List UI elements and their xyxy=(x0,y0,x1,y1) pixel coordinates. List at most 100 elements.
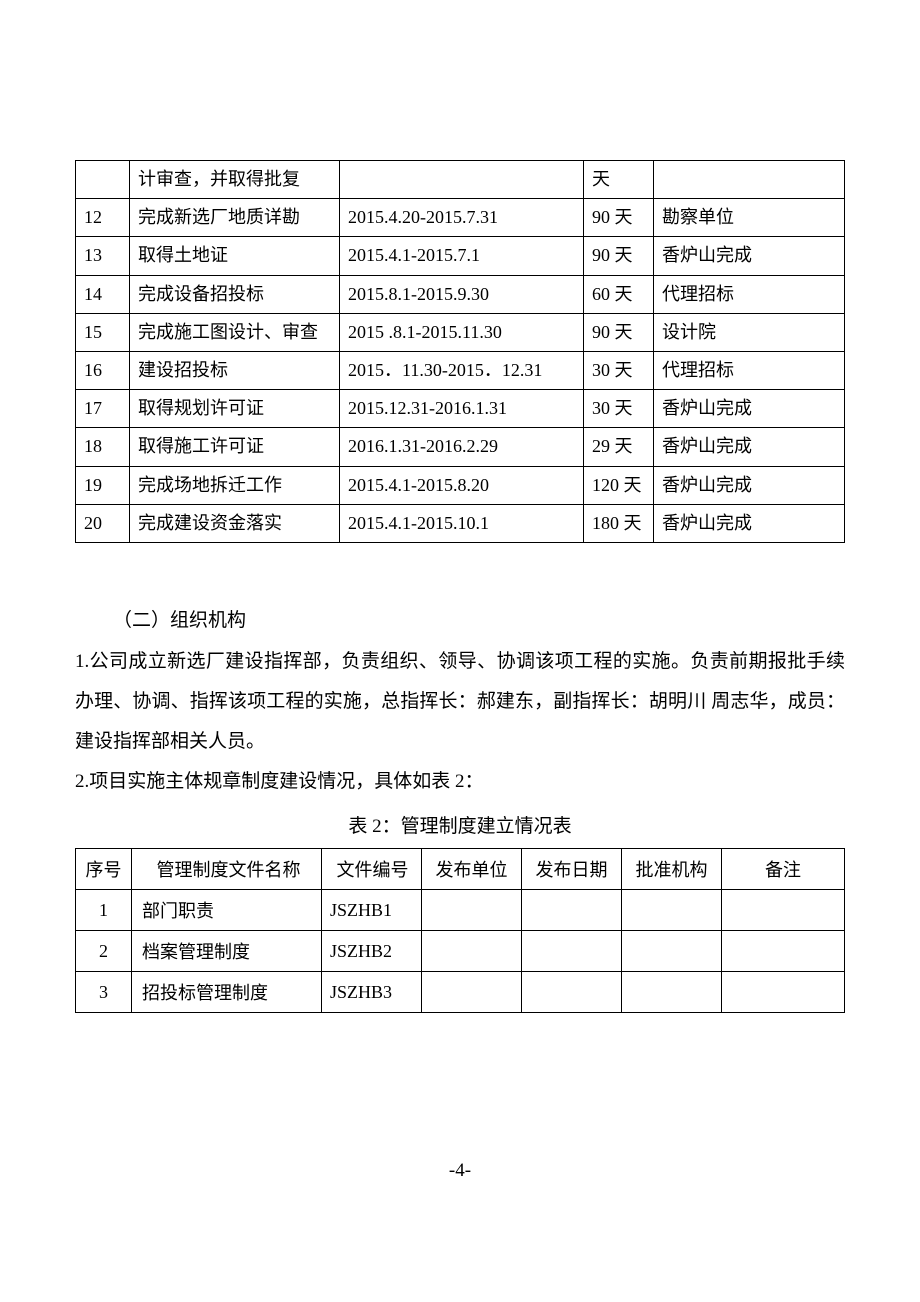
row-note xyxy=(722,890,845,931)
row-dates: 2015．11.30-2015．12.31 xyxy=(340,351,584,389)
table-header-row: 序号 管理制度文件名称 文件编号 发布单位 发布日期 批准机构 备注 xyxy=(76,849,845,890)
row-days: 120 天 xyxy=(584,466,654,504)
header-approver: 批准机构 xyxy=(622,849,722,890)
row-dates: 2015 .8.1-2015.11.30 xyxy=(340,313,584,351)
row-task: 完成新选厂地质详勘 xyxy=(130,199,340,237)
row-code: JSZHB2 xyxy=(322,931,422,972)
row-number: 19 xyxy=(76,466,130,504)
table-row: 1 部门职责 JSZHB1 xyxy=(76,890,845,931)
header-date: 发布日期 xyxy=(522,849,622,890)
row-owner: 代理招标 xyxy=(654,351,845,389)
row-dates: 2015.4.20-2015.7.31 xyxy=(340,199,584,237)
row-days: 90 天 xyxy=(584,237,654,275)
row-date xyxy=(522,890,622,931)
row-task: 建设招投标 xyxy=(130,351,340,389)
row-days: 天 xyxy=(584,161,654,199)
row-code: JSZHB3 xyxy=(322,972,422,1013)
row-unit xyxy=(422,931,522,972)
row-days: 90 天 xyxy=(584,199,654,237)
row-date xyxy=(522,972,622,1013)
table-row: 2 档案管理制度 JSZHB2 xyxy=(76,931,845,972)
header-num: 序号 xyxy=(76,849,132,890)
row-task: 完成场地拆迁工作 xyxy=(130,466,340,504)
row-owner xyxy=(654,161,845,199)
row-approver xyxy=(622,972,722,1013)
table-row: 计审查，并取得批复 天 xyxy=(76,161,845,199)
row-days: 29 天 xyxy=(584,428,654,466)
row-name: 档案管理制度 xyxy=(132,931,322,972)
row-number: 17 xyxy=(76,390,130,428)
table-row: 18 取得施工许可证 2016.1.31-2016.2.29 29 天 香炉山完… xyxy=(76,428,845,466)
row-days: 30 天 xyxy=(584,390,654,428)
row-number xyxy=(76,161,130,199)
section-heading: （二）组织机构 xyxy=(75,605,845,632)
row-owner: 香炉山完成 xyxy=(654,390,845,428)
row-task: 取得规划许可证 xyxy=(130,390,340,428)
row-note xyxy=(722,972,845,1013)
row-dates xyxy=(340,161,584,199)
row-owner: 设计院 xyxy=(654,313,845,351)
row-unit xyxy=(422,890,522,931)
paragraph-2: 2.项目实施主体规章制度建设情况，具体如表 2： xyxy=(75,762,845,802)
schedule-table: 计审查，并取得批复 天 12 完成新选厂地质详勘 2015.4.20-2015.… xyxy=(75,160,845,543)
row-name: 部门职责 xyxy=(132,890,322,931)
document-page: 计审查，并取得批复 天 12 完成新选厂地质详勘 2015.4.20-2015.… xyxy=(0,0,920,1013)
table-row: 15 完成施工图设计、审查 2015 .8.1-2015.11.30 90 天 … xyxy=(76,313,845,351)
row-name: 招投标管理制度 xyxy=(132,972,322,1013)
row-number: 16 xyxy=(76,351,130,389)
row-number: 20 xyxy=(76,504,130,542)
row-number: 18 xyxy=(76,428,130,466)
management-system-table: 序号 管理制度文件名称 文件编号 发布单位 发布日期 批准机构 备注 1 部门职… xyxy=(75,848,845,1013)
row-owner: 代理招标 xyxy=(654,275,845,313)
table-row: 17 取得规划许可证 2015.12.31-2016.1.31 30 天 香炉山… xyxy=(76,390,845,428)
header-note: 备注 xyxy=(722,849,845,890)
table-row: 3 招投标管理制度 JSZHB3 xyxy=(76,972,845,1013)
row-code: JSZHB1 xyxy=(322,890,422,931)
row-num: 3 xyxy=(76,972,132,1013)
row-date xyxy=(522,931,622,972)
row-dates: 2015.12.31-2016.1.31 xyxy=(340,390,584,428)
row-dates: 2016.1.31-2016.2.29 xyxy=(340,428,584,466)
header-unit: 发布单位 xyxy=(422,849,522,890)
row-owner: 香炉山完成 xyxy=(654,428,845,466)
row-owner: 勘察单位 xyxy=(654,199,845,237)
row-owner: 香炉山完成 xyxy=(654,466,845,504)
row-days: 180 天 xyxy=(584,504,654,542)
table-row: 16 建设招投标 2015．11.30-2015．12.31 30 天 代理招标 xyxy=(76,351,845,389)
header-name: 管理制度文件名称 xyxy=(132,849,322,890)
row-days: 60 天 xyxy=(584,275,654,313)
row-dates: 2015.4.1-2015.10.1 xyxy=(340,504,584,542)
row-dates: 2015.4.1-2015.8.20 xyxy=(340,466,584,504)
row-task: 取得土地证 xyxy=(130,237,340,275)
row-number: 15 xyxy=(76,313,130,351)
table-row: 14 完成设备招投标 2015.8.1-2015.9.30 60 天 代理招标 xyxy=(76,275,845,313)
table-row: 13 取得土地证 2015.4.1-2015.7.1 90 天 香炉山完成 xyxy=(76,237,845,275)
table2-caption: 表 2：管理制度建立情况表 xyxy=(75,811,845,838)
row-days: 30 天 xyxy=(584,351,654,389)
row-task: 取得施工许可证 xyxy=(130,428,340,466)
row-unit xyxy=(422,972,522,1013)
row-approver xyxy=(622,931,722,972)
row-owner: 香炉山完成 xyxy=(654,504,845,542)
row-approver xyxy=(622,890,722,931)
row-days: 90 天 xyxy=(584,313,654,351)
row-dates: 2015.8.1-2015.9.30 xyxy=(340,275,584,313)
header-code: 文件编号 xyxy=(322,849,422,890)
row-number: 13 xyxy=(76,237,130,275)
table-row: 12 完成新选厂地质详勘 2015.4.20-2015.7.31 90 天 勘察… xyxy=(76,199,845,237)
paragraph-1: 1.公司成立新选厂建设指挥部，负责组织、领导、协调该项工程的实施。负责前期报批手… xyxy=(75,642,845,762)
row-number: 12 xyxy=(76,199,130,237)
table-row: 20 完成建设资金落实 2015.4.1-2015.10.1 180 天 香炉山… xyxy=(76,504,845,542)
row-dates: 2015.4.1-2015.7.1 xyxy=(340,237,584,275)
row-task: 完成施工图设计、审查 xyxy=(130,313,340,351)
row-num: 2 xyxy=(76,931,132,972)
table-row: 19 完成场地拆迁工作 2015.4.1-2015.8.20 120 天 香炉山… xyxy=(76,466,845,504)
row-task: 完成建设资金落实 xyxy=(130,504,340,542)
row-task: 计审查，并取得批复 xyxy=(130,161,340,199)
row-note xyxy=(722,931,845,972)
page-number: -4- xyxy=(0,1160,920,1182)
row-num: 1 xyxy=(76,890,132,931)
row-number: 14 xyxy=(76,275,130,313)
row-task: 完成设备招投标 xyxy=(130,275,340,313)
row-owner: 香炉山完成 xyxy=(654,237,845,275)
